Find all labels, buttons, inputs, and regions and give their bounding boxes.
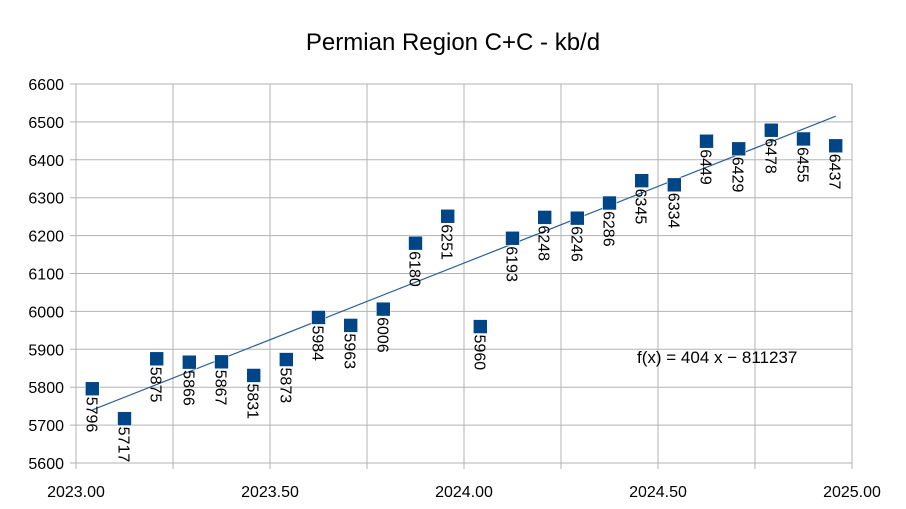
- data-label: 6246: [567, 226, 584, 262]
- data-label: 5873: [276, 368, 293, 404]
- data-label: 5831: [244, 383, 261, 419]
- data-point-marker: [181, 354, 197, 370]
- data-point-marker: [828, 138, 844, 154]
- data-point-marker: [505, 230, 520, 246]
- x-tick-label: 2025.00: [823, 484, 881, 501]
- y-tick-label: 5900: [28, 342, 64, 359]
- data-label: 6455: [794, 147, 811, 183]
- data-label: 5796: [82, 397, 99, 433]
- data-point-marker: [602, 195, 617, 211]
- data-point-marker: [278, 352, 294, 367]
- y-tick-label: 6600: [28, 77, 64, 94]
- y-tick-label: 6200: [28, 229, 64, 246]
- data-label: 6248: [535, 225, 552, 261]
- y-tick-label: 5800: [28, 380, 64, 397]
- data-point-marker: [440, 208, 456, 224]
- data-point-marker: [796, 131, 811, 147]
- data-point-marker: [311, 310, 326, 325]
- chart-title: Permian Region C+C - kb/d: [306, 29, 600, 56]
- data-label: 6334: [664, 193, 681, 229]
- data-labels: 5796 5717 5875 5866 5867 5831 5873 5984 5963 6006…: [82, 138, 842, 462]
- y-tick-label: 5700: [28, 418, 64, 435]
- y-tick-label: 6400: [28, 153, 64, 170]
- data-point-marker: [537, 210, 553, 225]
- data-label: 6251: [438, 224, 455, 260]
- data-point-marker: [569, 210, 585, 226]
- data-point-marker: [375, 301, 391, 317]
- data-label: 6006: [373, 317, 390, 353]
- x-tick-label: 2023.00: [47, 484, 105, 501]
- data-label: 5717: [115, 427, 132, 463]
- data-label: 6193: [503, 246, 520, 282]
- y-tick-label: 6000: [28, 304, 64, 321]
- data-label: 5963: [341, 333, 358, 369]
- data-point-marker: [763, 122, 779, 138]
- y-tick-label: 6500: [28, 115, 64, 132]
- data-point-marker: [472, 319, 488, 334]
- x-tick-label: 2024.50: [629, 484, 687, 501]
- data-point-marker: [666, 177, 682, 193]
- data-point-marker: [214, 354, 229, 370]
- y-tick-label: 5600: [28, 456, 64, 473]
- y-tick-label: 6300: [28, 191, 64, 208]
- data-label: 6286: [600, 211, 617, 247]
- data-point-marker: [408, 235, 423, 251]
- data-label: 5960: [470, 335, 487, 371]
- data-points: [84, 122, 844, 426]
- data-label: 5867: [212, 370, 229, 406]
- data-label: 6437: [826, 154, 843, 190]
- data-label: 6180: [406, 251, 423, 287]
- data-point-marker: [731, 141, 747, 157]
- y-tick-label: 6100: [28, 267, 64, 284]
- data-label: 5875: [147, 367, 164, 403]
- data-point-marker: [149, 351, 165, 367]
- axes: 5600 5700 5800 5900 6000 6100 6200 6300 6400 6500…: [28, 77, 881, 501]
- data-point-marker: [343, 318, 359, 333]
- data-label: 6345: [632, 189, 649, 225]
- data-point-marker: [246, 368, 262, 383]
- x-tick-label: 2023.50: [241, 484, 299, 501]
- data-label: 6478: [761, 138, 778, 174]
- x-tick-label: 2024.00: [435, 484, 493, 501]
- data-label: 6449: [697, 149, 714, 185]
- data-point-marker: [117, 411, 132, 426]
- grid: [70, 83, 853, 469]
- data-point-marker: [699, 133, 714, 149]
- data-label: 5866: [179, 370, 196, 406]
- data-point-marker: [634, 173, 650, 188]
- data-label: 5984: [309, 325, 326, 361]
- trendline-equation: f(x) = 404 x − 811237: [637, 348, 797, 367]
- data-point-marker: [84, 381, 100, 397]
- data-label: 6429: [729, 157, 746, 193]
